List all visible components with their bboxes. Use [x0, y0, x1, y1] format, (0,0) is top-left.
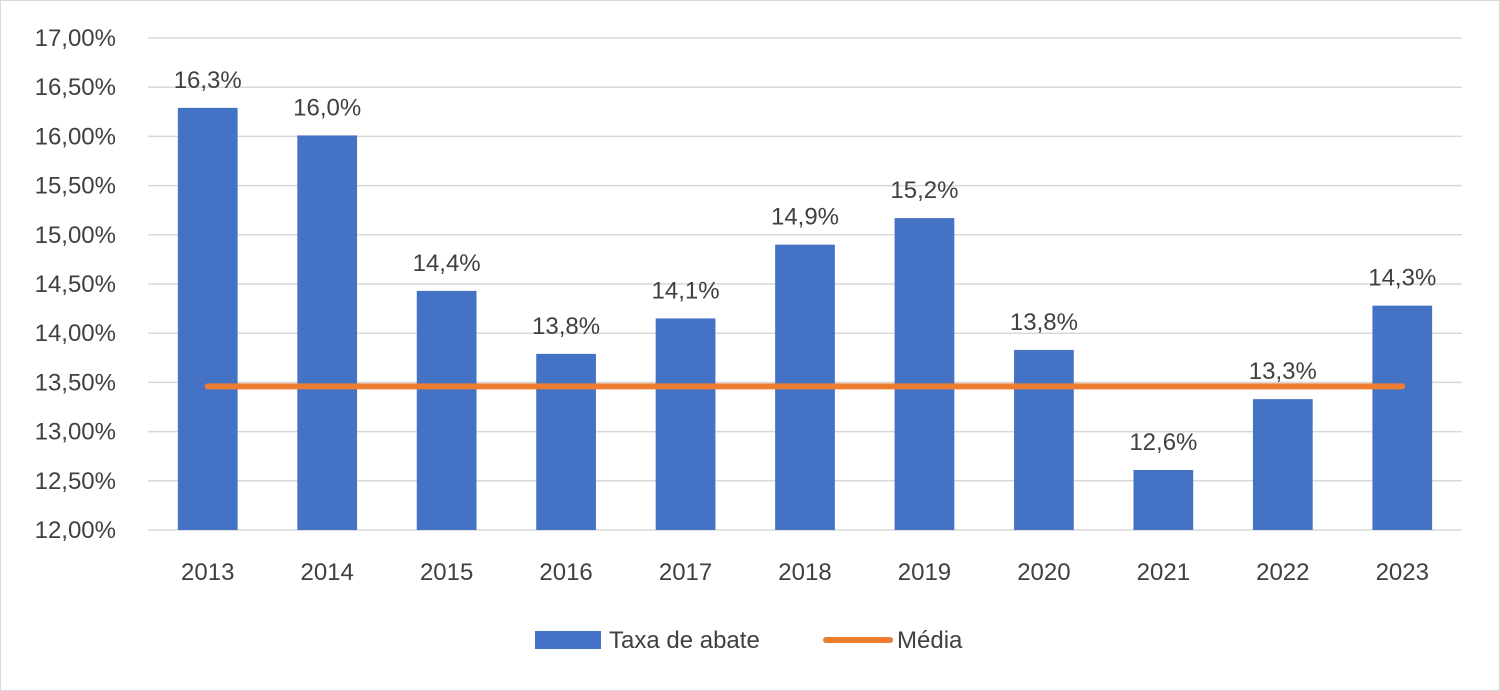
y-tick-label: 14,00%	[35, 320, 116, 347]
x-tick-label-2021: 2021	[1137, 559, 1190, 586]
legend: Taxa de abate Média	[535, 627, 963, 654]
bar-2020	[1014, 349, 1074, 530]
y-tick-label: 14,50%	[35, 271, 116, 298]
y-tick-label: 16,00%	[35, 123, 116, 150]
data-label-2016: 13,8%	[532, 313, 600, 340]
y-tick-label: 12,50%	[35, 468, 116, 495]
data-label-2015: 14,4%	[413, 250, 481, 277]
x-tick-label-2016: 2016	[539, 559, 592, 586]
gridlines	[148, 37, 1462, 531]
data-label-2019: 15,2%	[890, 177, 958, 204]
bar-2017	[655, 318, 716, 530]
y-tick-label: 15,00%	[35, 222, 116, 249]
x-tick-label-2014: 2014	[300, 559, 353, 586]
y-tick-label: 13,50%	[35, 369, 116, 396]
y-tick-label: 16,50%	[35, 74, 116, 101]
y-axis-tick-labels: 12,00% 12,50% 13,00% 13,50% 14,00% 14,50% 15,0…	[35, 25, 116, 544]
y-tick-label: 12,00%	[35, 517, 116, 544]
x-tick-label-2023: 2023	[1376, 559, 1429, 586]
legend-label-line: Média	[897, 627, 963, 654]
y-tick-label: 13,00%	[35, 419, 116, 446]
y-tick-label: 17,00%	[35, 25, 116, 52]
data-labels: 16,3% 16,0% 14,4% 13,8% 14,1% 14,9% 15,2% 13,8%…	[174, 67, 1437, 456]
data-label-2017: 14,1%	[652, 277, 720, 304]
data-label-2020: 13,8%	[1010, 309, 1078, 336]
bar-2021	[1133, 469, 1194, 530]
bar-2019	[894, 218, 955, 530]
bar-2022	[1252, 399, 1313, 530]
bar-2014	[297, 135, 358, 530]
x-tick-label-2018: 2018	[778, 559, 831, 586]
bar-series	[177, 107, 1433, 530]
bar-2015	[416, 290, 477, 530]
x-tick-label-2020: 2020	[1017, 559, 1070, 586]
data-label-2022: 13,3%	[1249, 358, 1317, 385]
x-axis-tick-labels: 2013 2014 2015 2016 2017 2018 2019 2020 2021 2022…	[181, 559, 1429, 586]
data-label-2023: 14,3%	[1368, 265, 1436, 292]
data-label-2014: 16,0%	[293, 94, 361, 121]
legend-label-bar: Taxa de abate	[609, 627, 760, 654]
x-tick-label-2013: 2013	[181, 559, 234, 586]
y-tick-label: 15,50%	[35, 173, 116, 200]
data-label-2021: 12,6%	[1129, 429, 1197, 456]
x-tick-label-2017: 2017	[659, 559, 712, 586]
bar-2013	[177, 107, 238, 530]
x-tick-label-2015: 2015	[420, 559, 473, 586]
data-label-2018: 14,9%	[771, 204, 839, 231]
data-label-2013: 16,3%	[174, 67, 242, 94]
x-tick-label-2019: 2019	[898, 559, 951, 586]
x-tick-label-2022: 2022	[1256, 559, 1309, 586]
bar-2023	[1372, 305, 1433, 530]
bar-2016	[536, 353, 596, 530]
legend-swatch-bar	[535, 631, 601, 649]
